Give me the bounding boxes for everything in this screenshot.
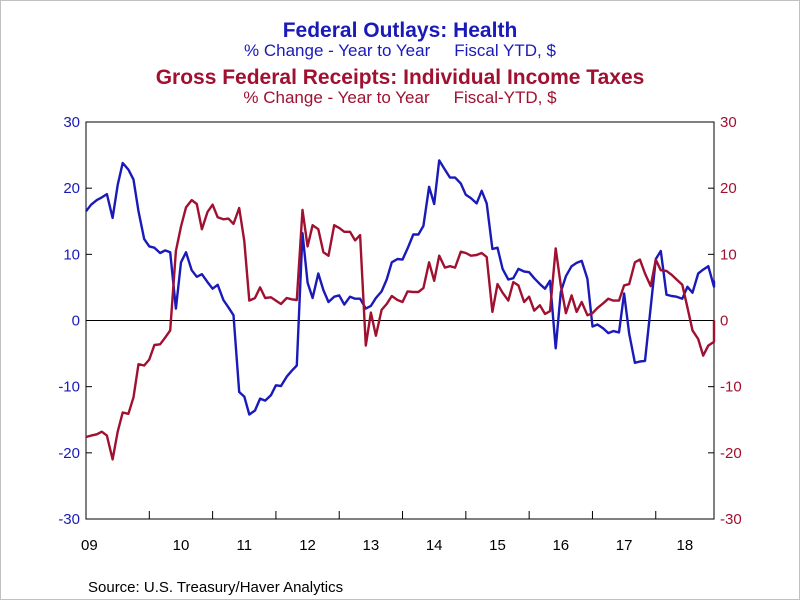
x-tick-label: 10 (173, 537, 190, 554)
chart-title-health: Federal Outlays: Health (0, 20, 800, 41)
chart-subtitle-income-taxes: % Change - Year to Year Fiscal-YTD, $ (0, 89, 800, 106)
y-left-tick-label: 30 (63, 114, 80, 131)
x-tick-label: 14 (426, 537, 443, 554)
y-left-tick-label: -30 (58, 511, 80, 528)
x-tick-label: 11 (236, 537, 252, 554)
y-right-tick-label: -20 (720, 445, 742, 462)
subtitle-health-left: % Change - Year to Year (244, 41, 431, 60)
x-tick-label: 09 (81, 537, 98, 554)
y-right-tick-label: -30 (720, 511, 742, 528)
y-left-tick-label: 20 (63, 180, 80, 197)
y-left-tick-label: -20 (58, 445, 80, 462)
source-note: Source: U.S. Treasury/Haver Analytics (88, 579, 344, 596)
y-right-tick-label: -10 (720, 379, 742, 396)
series-lines (85, 159, 716, 461)
x-tick-label: 17 (616, 537, 633, 554)
y-left-tick-label: -10 (58, 379, 80, 396)
chart-subtitle-health: % Change - Year to Year Fiscal YTD, $ (0, 42, 800, 59)
y-right-tick-label: 30 (720, 114, 737, 131)
title-health-text: Federal Outlays: Health (282, 19, 518, 42)
x-tick-label: 15 (489, 537, 506, 554)
y-right-tick-label: 10 (720, 246, 737, 263)
y-right-tick-label: 20 (720, 180, 737, 197)
x-tick-label: 13 (363, 537, 380, 554)
x-tick-label: 16 (552, 537, 569, 554)
x-tick-label: 12 (299, 537, 316, 554)
title-income-taxes-text: Gross Federal Receipts: Individual Incom… (155, 66, 645, 89)
y-left-tick-label: 0 (72, 313, 80, 330)
series-line-health-outlays (85, 159, 716, 416)
chart-title-income-taxes: Gross Federal Receipts: Individual Incom… (0, 67, 800, 88)
subtitle-income-taxes-right: Fiscal-YTD, $ (453, 88, 557, 107)
x-tick-label: 18 (677, 537, 694, 554)
y-left-tick-label: 10 (63, 246, 80, 263)
subtitle-health-right: Fiscal YTD, $ (454, 41, 556, 60)
series-line-income-tax-receipts (85, 198, 716, 461)
y-right-tick-label: 0 (720, 313, 728, 330)
subtitle-income-taxes-left: % Change - Year to Year (243, 88, 430, 107)
